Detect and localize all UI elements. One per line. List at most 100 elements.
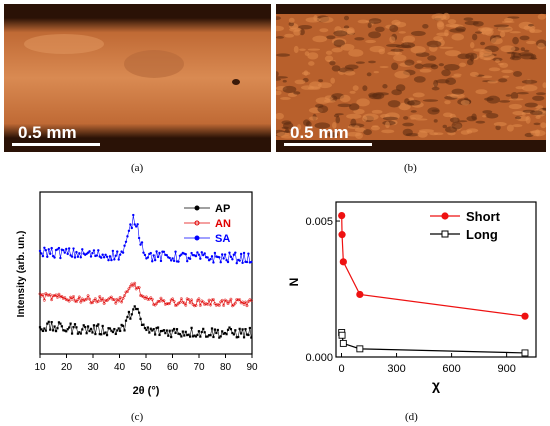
xrd-point xyxy=(127,229,131,233)
xrd-point xyxy=(69,295,73,299)
xrd-point xyxy=(131,284,135,288)
xrd-point xyxy=(242,251,246,255)
xrd-point xyxy=(229,255,233,259)
xrd-point xyxy=(53,256,56,259)
xrd-point xyxy=(240,332,243,335)
xrd-point xyxy=(158,333,161,337)
xrd-point xyxy=(112,297,116,301)
xrd-point xyxy=(232,333,235,336)
xrd-point xyxy=(92,299,96,302)
xrd-point xyxy=(172,259,176,263)
xrd-point xyxy=(195,299,199,303)
xrd-point xyxy=(188,257,192,261)
xrd-point xyxy=(140,241,144,244)
xrd-point xyxy=(210,327,214,330)
xrd-point xyxy=(246,300,250,303)
n-point xyxy=(339,258,347,266)
xrd-point xyxy=(149,251,152,255)
xrd-point xyxy=(108,327,112,330)
xrd-x-tick-label: 30 xyxy=(87,362,99,373)
xrd-point xyxy=(92,324,96,327)
xrd-point xyxy=(114,301,118,305)
xrd-point xyxy=(67,299,71,303)
n-y-axis-label: N xyxy=(287,278,301,287)
xrd-point xyxy=(120,323,123,327)
xrd-point xyxy=(57,292,61,296)
xrd-point xyxy=(162,299,166,303)
xrd-point xyxy=(241,300,245,304)
xrd-point xyxy=(161,329,164,333)
xrd-point xyxy=(48,293,52,297)
xrd-point xyxy=(229,297,233,301)
xrd-point xyxy=(121,251,125,254)
xrd-point xyxy=(121,296,125,300)
xrd-point xyxy=(184,303,188,307)
n-x-tick-label: 900 xyxy=(497,363,515,375)
xrd-point xyxy=(165,254,169,257)
xrd-point xyxy=(66,328,69,331)
xrd-point xyxy=(238,298,242,302)
xrd-point xyxy=(41,329,45,333)
xrd-x-tick-label: 80 xyxy=(220,362,232,373)
xrd-point xyxy=(146,326,149,329)
xrd-point xyxy=(155,302,159,305)
xrd-point xyxy=(162,329,165,332)
xrd-point xyxy=(65,330,68,333)
n-legend-label: Short xyxy=(466,209,501,224)
n-legend-marker xyxy=(441,230,449,238)
xrd-point xyxy=(123,329,126,332)
scale-bar-a xyxy=(12,143,100,146)
xrd-point xyxy=(245,260,249,264)
xrd-point xyxy=(171,297,175,301)
xrd-point xyxy=(53,325,56,328)
xrd-point xyxy=(247,252,250,255)
xrd-point xyxy=(145,328,148,332)
xrd-point xyxy=(219,335,222,338)
n-x-tick-label: 0 xyxy=(338,363,344,375)
n-point xyxy=(521,349,529,357)
xrd-point xyxy=(107,327,110,330)
xrd-point xyxy=(220,253,224,256)
xrd-point xyxy=(162,250,166,253)
xrd-point xyxy=(212,335,215,339)
xrd-point xyxy=(186,333,189,337)
xrd-point xyxy=(47,248,50,251)
xrd-point xyxy=(209,334,212,337)
xrd-point xyxy=(137,286,141,289)
xrd-point xyxy=(105,299,109,303)
xrd-point xyxy=(118,295,122,299)
xrd-point xyxy=(193,304,196,308)
xrd-point xyxy=(76,298,80,302)
xrd-point xyxy=(124,240,128,243)
xrd-point xyxy=(209,257,212,261)
xrd-point xyxy=(187,333,190,336)
xrd-point xyxy=(49,328,52,331)
xrd-point xyxy=(42,298,46,302)
xrd-point xyxy=(154,333,157,336)
xrd-point xyxy=(244,328,247,331)
xrd-point xyxy=(123,294,126,298)
xrd-point xyxy=(184,330,187,333)
xrd-point xyxy=(123,244,126,247)
xrd-point xyxy=(219,261,222,264)
xrd-point xyxy=(133,223,136,226)
n-point xyxy=(356,290,364,299)
xrd-point xyxy=(202,253,205,257)
caption-b: (b) xyxy=(404,162,417,174)
xrd-point xyxy=(197,253,201,256)
xrd-point xyxy=(219,300,223,304)
n-legend-marker xyxy=(441,212,449,220)
xrd-point xyxy=(143,253,147,257)
xrd-point xyxy=(53,294,57,298)
xrd-point xyxy=(172,327,176,331)
xrd-point xyxy=(250,336,253,339)
xrd-point xyxy=(59,322,62,325)
xrd-point xyxy=(43,246,46,250)
xrd-point xyxy=(88,297,92,301)
xrd-point xyxy=(62,329,65,332)
xrd-point xyxy=(78,331,81,334)
xrd-point xyxy=(104,298,108,302)
xrd-point xyxy=(155,250,158,253)
micrograph-a: 0.5 mm xyxy=(4,4,271,152)
xrd-point xyxy=(50,321,53,324)
